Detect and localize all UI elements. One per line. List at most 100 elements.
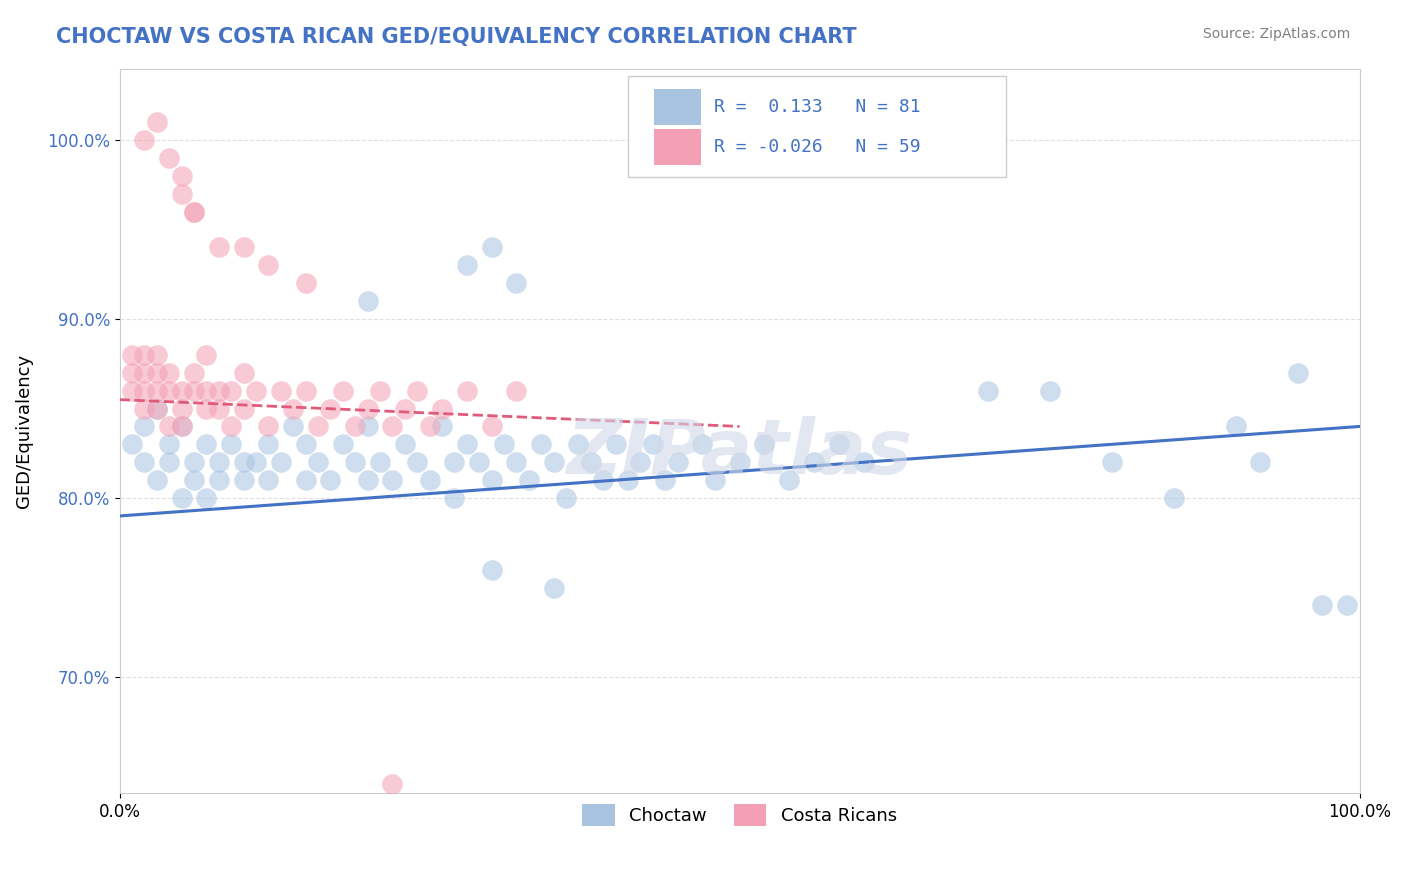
Point <box>121 366 143 380</box>
Point <box>170 401 193 416</box>
Point <box>195 491 218 505</box>
Point <box>232 455 254 469</box>
Point <box>666 455 689 469</box>
Point <box>406 384 429 398</box>
Point <box>456 259 478 273</box>
Point <box>307 455 329 469</box>
Point <box>505 277 527 291</box>
Point <box>319 401 342 416</box>
Point <box>208 384 231 398</box>
Bar <box>654 128 702 165</box>
Point <box>146 115 169 129</box>
Point <box>195 401 218 416</box>
Point <box>332 384 354 398</box>
Y-axis label: GED/Equivalency: GED/Equivalency <box>15 354 32 508</box>
Point <box>443 491 465 505</box>
Point <box>332 437 354 451</box>
Point <box>195 348 218 362</box>
Point <box>617 473 640 487</box>
Point <box>728 455 751 469</box>
Point <box>481 473 503 487</box>
Point <box>381 419 404 434</box>
Point <box>146 348 169 362</box>
Point <box>852 455 875 469</box>
Point <box>245 455 267 469</box>
Point <box>1038 384 1060 398</box>
Point <box>605 437 627 451</box>
Point <box>257 419 280 434</box>
Point <box>232 401 254 416</box>
Point <box>356 401 378 416</box>
Point <box>134 384 156 398</box>
Point <box>270 384 292 398</box>
Point <box>183 366 205 380</box>
Point <box>505 455 527 469</box>
Point <box>170 491 193 505</box>
Point <box>468 455 491 469</box>
Point <box>1225 419 1247 434</box>
Point <box>592 473 614 487</box>
FancyBboxPatch shape <box>628 76 1007 178</box>
Point <box>579 455 602 469</box>
Point <box>294 277 316 291</box>
Point <box>344 455 367 469</box>
Point <box>208 455 231 469</box>
Point <box>356 473 378 487</box>
Point <box>703 473 725 487</box>
Text: R =  0.133   N = 81: R = 0.133 N = 81 <box>713 98 920 116</box>
Point <box>195 384 218 398</box>
Point <box>219 384 242 398</box>
Point <box>245 384 267 398</box>
Point <box>208 473 231 487</box>
Point <box>307 419 329 434</box>
Point <box>1310 599 1333 613</box>
Point <box>157 437 180 451</box>
Point <box>121 437 143 451</box>
Point <box>157 419 180 434</box>
Legend: Choctaw, Costa Ricans: Choctaw, Costa Ricans <box>574 795 905 835</box>
Point <box>419 419 441 434</box>
Point <box>803 455 825 469</box>
Point <box>283 401 305 416</box>
Point <box>146 401 169 416</box>
Text: Source: ZipAtlas.com: Source: ZipAtlas.com <box>1202 27 1350 41</box>
Point <box>419 473 441 487</box>
Point <box>157 151 180 165</box>
Point <box>183 204 205 219</box>
Point <box>356 419 378 434</box>
Point <box>183 473 205 487</box>
Point <box>157 384 180 398</box>
Point <box>381 777 404 791</box>
Point <box>134 455 156 469</box>
Point <box>170 419 193 434</box>
Point <box>356 294 378 309</box>
Point <box>157 455 180 469</box>
Point <box>146 401 169 416</box>
Point <box>481 419 503 434</box>
Point <box>146 384 169 398</box>
Point <box>146 366 169 380</box>
Point <box>492 437 515 451</box>
Point <box>257 259 280 273</box>
Point <box>257 437 280 451</box>
Point <box>294 384 316 398</box>
Point <box>394 437 416 451</box>
Point <box>270 455 292 469</box>
Point <box>157 366 180 380</box>
Text: ZIPatlas: ZIPatlas <box>567 416 912 490</box>
Point <box>1163 491 1185 505</box>
Point <box>121 348 143 362</box>
Point <box>368 455 391 469</box>
Point <box>319 473 342 487</box>
Point <box>146 473 169 487</box>
Point <box>183 204 205 219</box>
Point <box>1336 599 1358 613</box>
Point <box>754 437 776 451</box>
Point <box>232 366 254 380</box>
Point <box>1101 455 1123 469</box>
Point <box>692 437 714 451</box>
Point <box>257 473 280 487</box>
Point <box>641 437 664 451</box>
Point <box>481 240 503 254</box>
Point <box>543 581 565 595</box>
